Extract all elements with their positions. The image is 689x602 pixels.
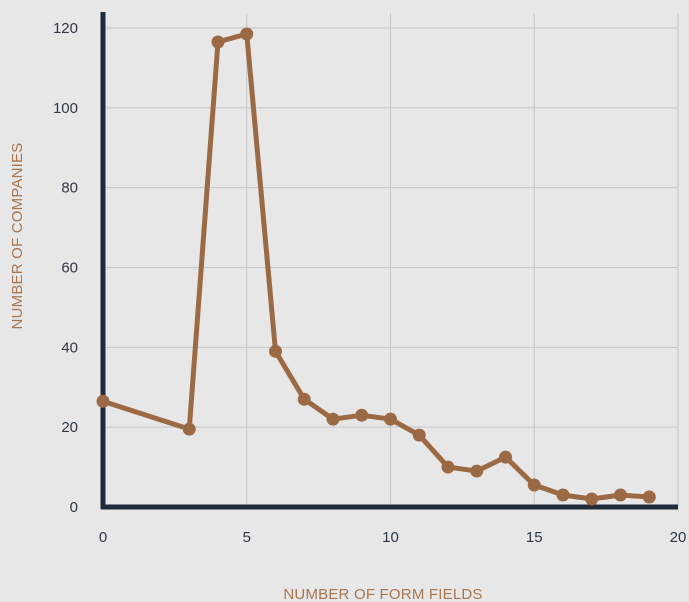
data-point [556,488,570,502]
data-point [642,490,656,504]
tick-labels: 0 20 40 60 80 100 120 0 5 10 15 20 [53,20,686,546]
y-tick-label: 60 [61,260,78,277]
data-series [96,27,656,506]
y-tick-label: 100 [53,100,78,117]
data-point [326,412,340,426]
y-tick-label: 80 [61,180,78,197]
x-tick-label: 0 [99,529,107,546]
y-axis-title: NUMBER OF COMPANIES [9,143,26,330]
data-point [355,408,369,422]
x-tick-label: 15 [526,529,543,546]
data-point [585,492,599,506]
data-point [96,394,110,408]
data-point [384,412,397,426]
x-tick-label: 10 [382,529,399,546]
y-tick-label: 40 [61,339,78,356]
data-point [470,464,484,478]
x-axis-title: NUMBER OF FORM FIELDS [283,586,482,602]
x-tick-label: 20 [670,529,687,546]
data-point [269,344,282,358]
y-tick-label: 20 [61,419,78,436]
data-point [499,450,512,464]
data-point [182,422,196,436]
y-tick-label: 120 [53,20,78,37]
data-point [527,478,541,492]
data-point [211,35,225,49]
data-point [412,428,426,442]
data-point [441,460,455,474]
y-tick-label: 0 [70,499,78,516]
data-point [614,488,627,502]
axes [100,12,678,510]
data-point [297,392,311,406]
x-tick-label: 5 [243,529,251,546]
data-point [240,27,254,41]
